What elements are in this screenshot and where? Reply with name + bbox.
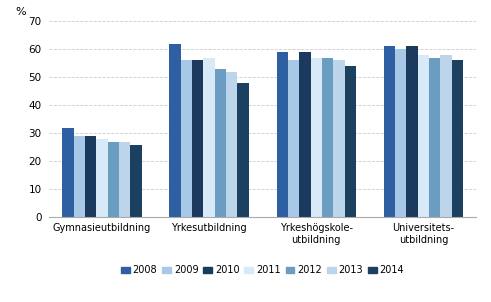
Bar — [226, 72, 238, 217]
Bar — [440, 55, 452, 217]
Bar — [238, 83, 249, 217]
Bar — [288, 60, 299, 217]
Bar — [418, 55, 429, 217]
Bar — [383, 47, 395, 217]
Bar — [311, 58, 322, 217]
Bar — [62, 128, 74, 217]
Bar — [407, 47, 418, 217]
Bar — [452, 60, 463, 217]
Bar — [429, 58, 440, 217]
Bar — [299, 52, 311, 217]
Bar — [85, 136, 96, 217]
Bar — [322, 58, 333, 217]
Bar — [192, 60, 203, 217]
Bar — [276, 52, 288, 217]
Bar — [333, 60, 345, 217]
Bar — [108, 142, 119, 217]
Bar — [203, 58, 215, 217]
Bar — [169, 43, 181, 217]
Bar — [74, 136, 85, 217]
Bar — [96, 139, 108, 217]
Bar — [181, 60, 192, 217]
Bar — [131, 145, 142, 217]
Bar — [395, 49, 407, 217]
Bar — [345, 66, 356, 217]
Text: %: % — [15, 7, 26, 17]
Bar — [119, 142, 131, 217]
Legend: 2008, 2009, 2010, 2011, 2012, 2013, 2014: 2008, 2009, 2010, 2011, 2012, 2013, 2014 — [121, 265, 405, 275]
Bar — [215, 69, 226, 217]
